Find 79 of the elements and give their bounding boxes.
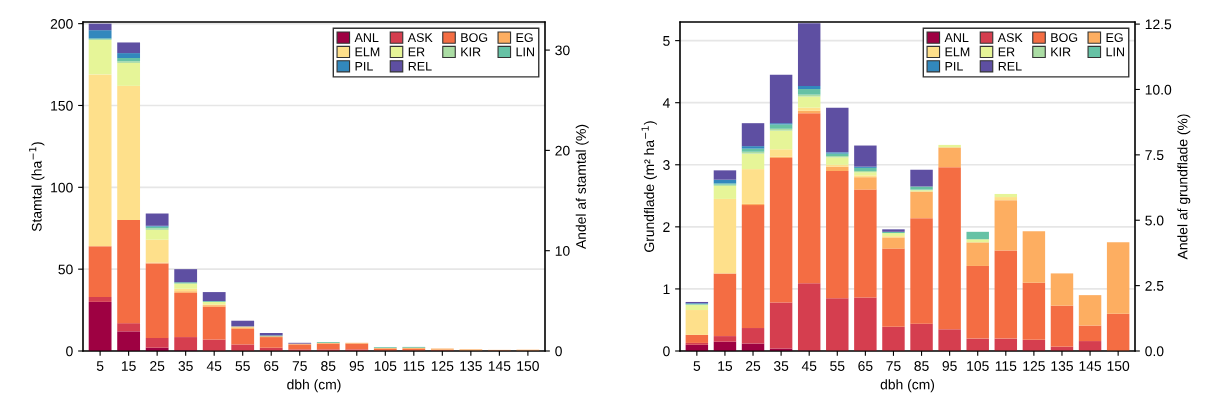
x-tick-label: 35 xyxy=(178,361,193,371)
x-tick-label: 15 xyxy=(121,361,136,371)
x-tick-label: 115 xyxy=(403,361,425,371)
y-tick-label: 100 xyxy=(51,182,73,193)
y-tick-label: 3 xyxy=(663,160,670,170)
x-tick-label: 5 xyxy=(96,361,104,371)
x-tick-label: 25 xyxy=(746,361,761,371)
x-tick-label: 135 xyxy=(1051,361,1073,371)
y-tick-label: 1 xyxy=(663,284,670,294)
x-axis-title: dbh (cm) xyxy=(880,379,935,393)
x-tick-label: 15 xyxy=(718,361,733,371)
x-tick-label: 145 xyxy=(1079,361,1102,371)
x-tick-label: 105 xyxy=(374,361,397,371)
x-tick-label: 135 xyxy=(460,361,482,371)
y2-tick-label: 12.5 xyxy=(1145,19,1172,30)
x-tick-label: 95 xyxy=(942,361,957,371)
y2-tick-label: 0.0 xyxy=(1145,346,1164,357)
x-tick-label: 65 xyxy=(858,361,873,371)
x-tick-label: 75 xyxy=(292,361,307,371)
y-tick-label: 4 xyxy=(662,98,670,108)
x-tick-label: 25 xyxy=(150,361,165,371)
legend-label: REL xyxy=(998,61,1022,71)
x-tick-label: 45 xyxy=(801,361,817,371)
y2-tick-label: 10.0 xyxy=(1145,84,1172,95)
legend-label: ASK xyxy=(997,33,1023,42)
x-tick-label: 85 xyxy=(914,361,929,371)
y2-tick-label: 0 xyxy=(555,346,562,357)
y-tick-label: 5 xyxy=(663,36,670,46)
legend-label: EG xyxy=(516,33,533,42)
legend-label: BOG xyxy=(1051,33,1078,42)
y2-tick-label: 20 xyxy=(555,145,570,156)
x-tick-label: 5 xyxy=(693,361,701,371)
x-tick-label: 150 xyxy=(517,361,539,371)
x-tick-label: 45 xyxy=(206,361,222,371)
y2-axis-title: Andel af grundflade (%) xyxy=(1177,114,1191,260)
x-tick-label: 95 xyxy=(349,361,364,371)
legend-label: BOG xyxy=(461,33,488,42)
x-tick-label: 125 xyxy=(431,361,454,371)
x-tick-label: 105 xyxy=(967,361,989,371)
y2-tick-label: 30 xyxy=(555,45,570,56)
x-axis-title: dbh (cm) xyxy=(287,379,341,393)
x-tick-label: 55 xyxy=(830,361,845,371)
x-tick-label: 75 xyxy=(886,361,901,371)
x-tick-label: 85 xyxy=(321,361,336,371)
x-tick-label: 65 xyxy=(264,361,279,371)
y2-tick-label: 2.5 xyxy=(1145,280,1164,291)
legend-label: ELM xyxy=(355,47,380,57)
y-tick-label: 200 xyxy=(50,18,73,29)
legend-label: EG xyxy=(1106,33,1123,42)
legend-label: LIN xyxy=(516,47,534,57)
legend-label: PIL xyxy=(945,61,963,71)
x-tick-label: 55 xyxy=(235,361,250,371)
y-tick-label: 0 xyxy=(663,346,670,357)
legend-label: ANL xyxy=(944,33,969,42)
y-axis-title: Grundflade (m² ha$^{−1}$) xyxy=(641,121,657,252)
legend-label: ER xyxy=(998,47,1015,57)
legend-label: KIR xyxy=(1051,47,1071,57)
legend-label: ASK xyxy=(407,33,433,42)
x-tick-label: 115 xyxy=(995,361,1017,371)
y-tick-label: 2 xyxy=(663,222,670,232)
legend-label: KIR xyxy=(461,47,481,57)
y2-tick-label: 5.0 xyxy=(1145,215,1164,226)
x-tick-label: 35 xyxy=(773,361,789,371)
y2-axis-title: Andel af stamtal (%) xyxy=(575,124,589,249)
legend-label: LIN xyxy=(1106,47,1124,57)
y-tick-label: 150 xyxy=(51,100,73,111)
legend-label: ER xyxy=(408,47,425,57)
y2-tick-label: 7.5 xyxy=(1145,150,1164,161)
x-tick-label: 150 xyxy=(1107,361,1130,371)
y-tick-label: 50 xyxy=(58,264,73,275)
y-axis-title: Stamtal (ha$^{−1}$) xyxy=(29,142,45,232)
x-tick-label: 145 xyxy=(488,361,511,371)
legend-label: ANL xyxy=(354,33,379,42)
legend-label: PIL xyxy=(355,61,373,71)
x-tick-label: 125 xyxy=(1023,361,1045,371)
y-tick-label: 0 xyxy=(66,346,73,357)
legend-label: REL xyxy=(408,61,432,71)
legend-label: ELM xyxy=(945,47,970,57)
y2-tick-label: 10 xyxy=(555,246,570,256)
